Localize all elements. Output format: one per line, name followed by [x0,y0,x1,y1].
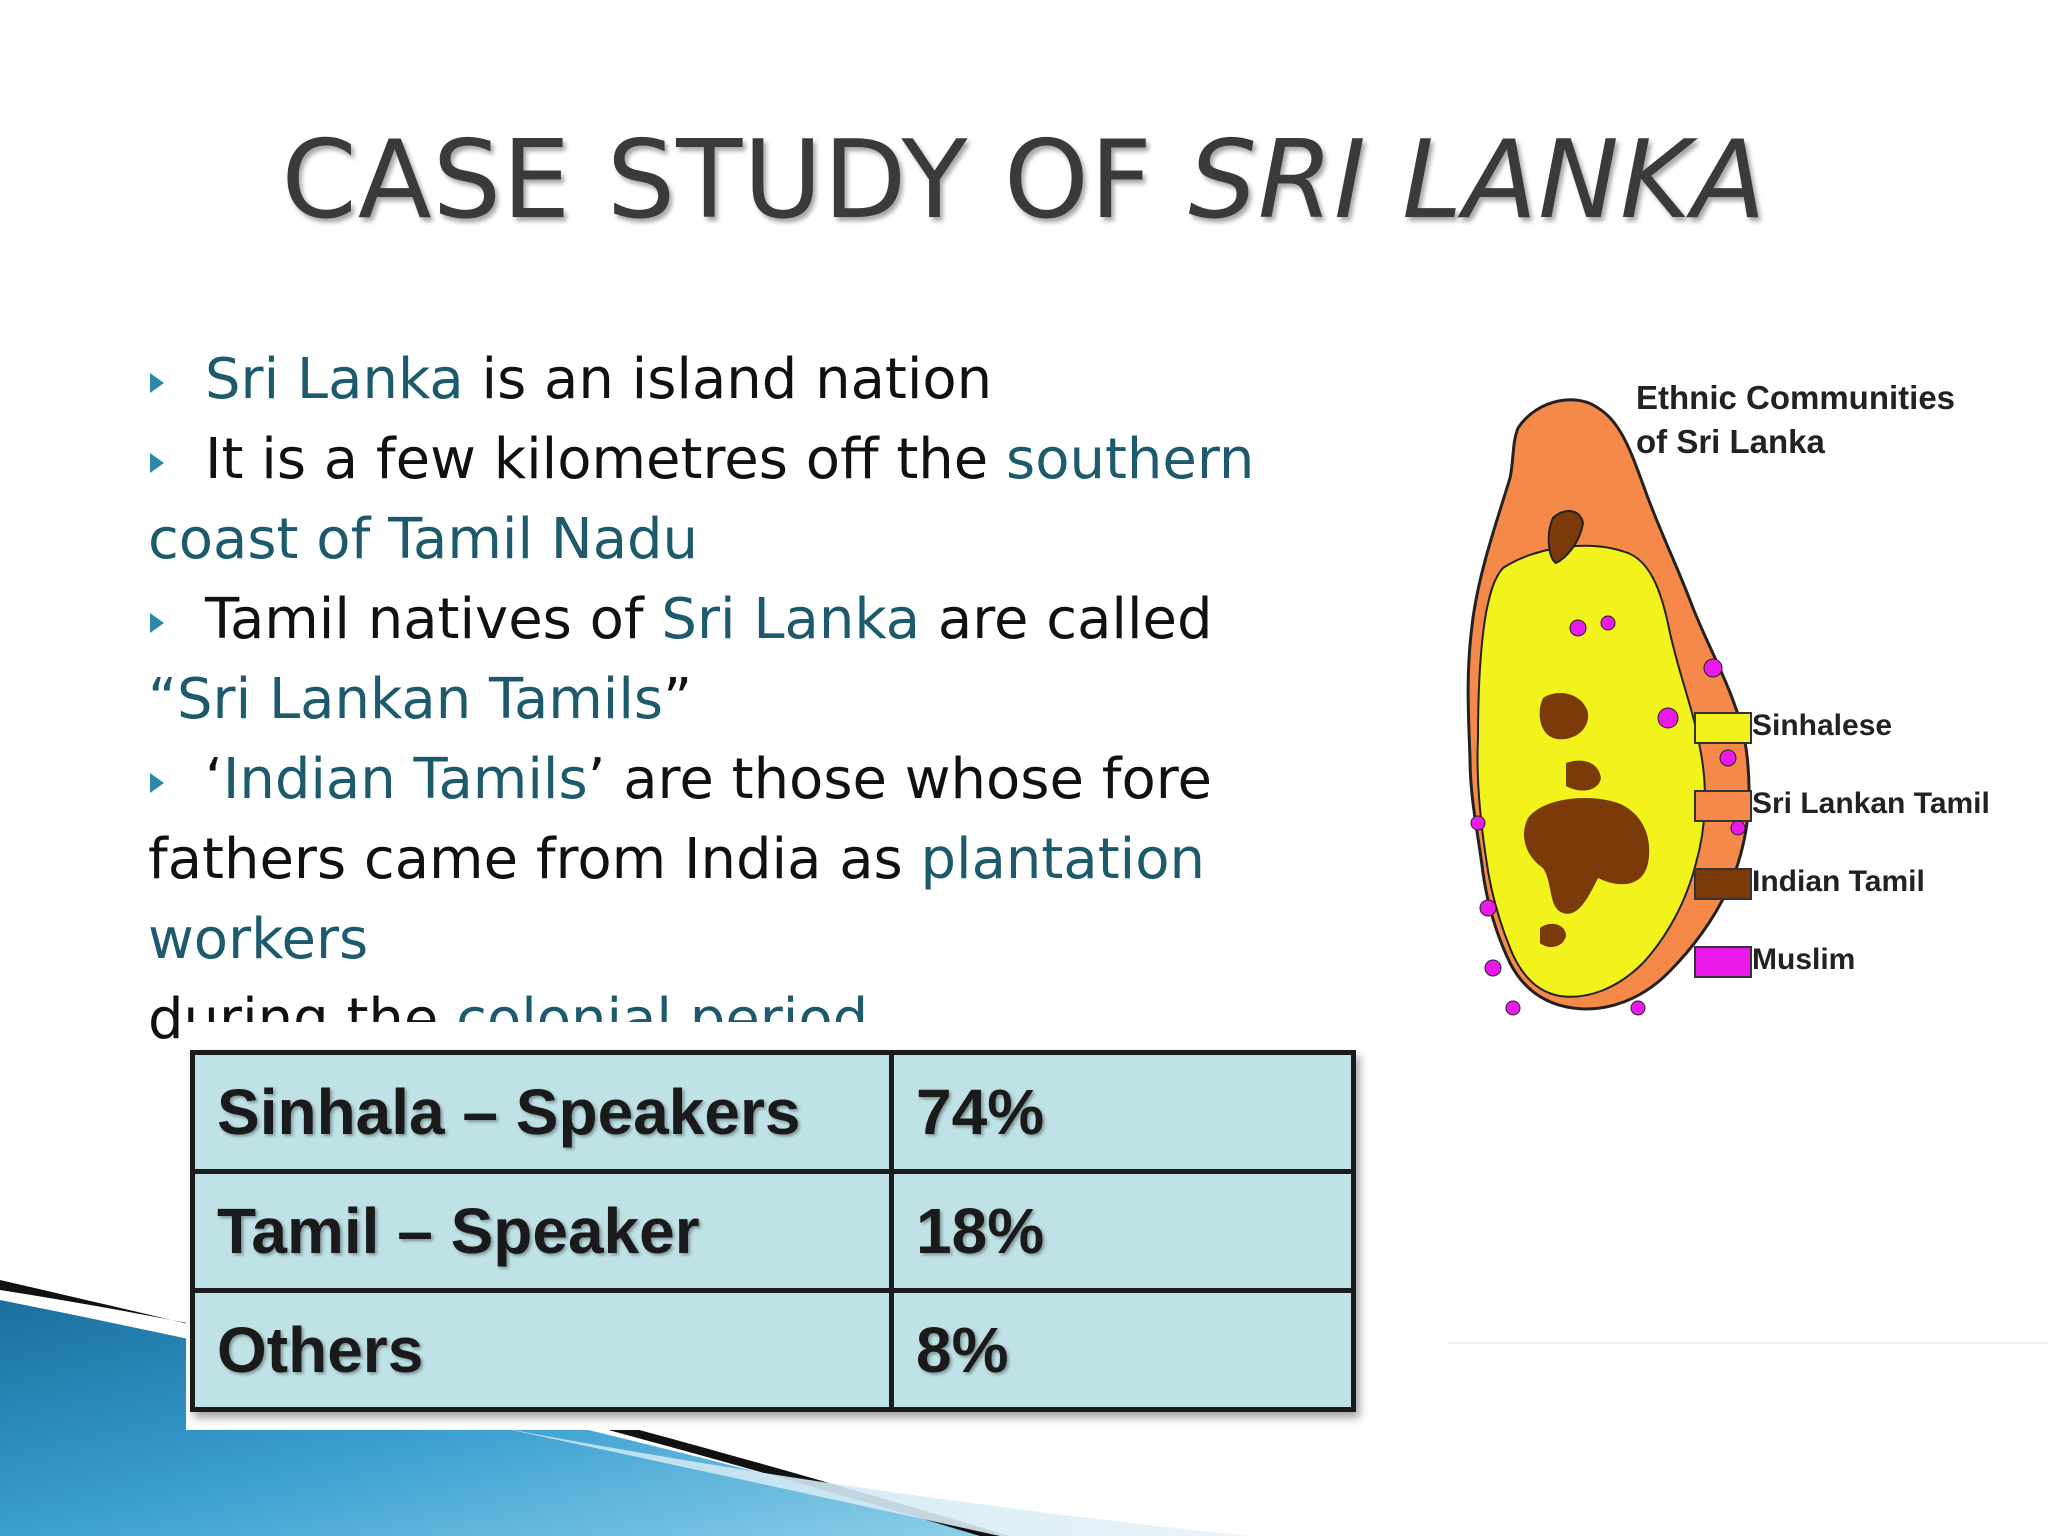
language-table-panel: Sinhala – Speakers 74% Tamil – Speaker 18% O… [186,1022,1374,1430]
body-text: is an island nation [463,347,993,412]
map-region-indian-tamil-5 [1540,923,1566,948]
language-group-cell: Sinhala – Speakers [190,1050,894,1174]
map-divider [1448,1342,2048,1344]
bullet-continuation-line: coast of Tamil Nadu [148,500,1438,580]
language-group-cell: Tamil – Speaker [190,1169,894,1293]
highlighted-text: southern [1006,427,1255,492]
highlighted-text: “Sri Lankan Tamils [148,667,664,732]
body-text: fathers came from India as [148,827,921,892]
map-title-line1: Ethnic Communities [1636,379,1956,416]
legend-swatch [1694,946,1752,978]
table-row: Others 8% [190,1288,1356,1412]
body-text: ‘ [205,747,223,812]
sri-lanka-map [1466,398,1751,1016]
slide-title: CASE STUDY OF SRI LANKA [0,118,2048,243]
map-title: Ethnic Communities of Sri Lanka [1636,376,2036,464]
bullet-line: ‘Indian Tamils’ are those whose fore [148,740,1438,820]
highlighted-text: plantation workers [148,827,1205,972]
table-row: Tamil – Speaker 18% [190,1169,1356,1293]
highlighted-text: Indian Tamils [222,747,588,812]
bullet-arrow-icon [148,771,205,795]
highlighted-text: Sri Lanka [205,347,464,412]
body-text: It is a few kilometres off the [205,427,1007,492]
map-region-indian-tamil-3 [1566,760,1601,791]
legend-swatch [1694,790,1752,822]
bullet-list: Sri Lanka is an island nation It is a few… [148,340,1438,1060]
language-group-cell: Others [190,1288,894,1412]
map-region-indian-tamil [1523,798,1650,914]
map-region-indian-tamil-4 [1547,510,1585,565]
body-text: Tamil natives of [205,587,662,652]
body-text: ’ are those whose fore [587,747,1212,812]
language-share-cell: 18% [889,1169,1356,1293]
table-row: Sinhala – Speakers 74% [190,1050,1356,1174]
bullet-continuation-line: “Sri Lankan Tamils” [148,660,1438,740]
legend-label: Sinhalese [1752,709,1893,742]
map-title-line2: of Sri Lanka [1636,423,1825,460]
body-text: ” [663,667,693,732]
map-region-muslim [1470,615,1746,1016]
bullet-arrow-icon [148,371,205,395]
highlighted-text: coast of Tamil Nadu [148,507,699,572]
language-table: Sinhala – Speakers 74% Tamil – Speaker 18% O… [190,1050,1356,1412]
bullet-arrow-icon [148,451,205,475]
legend-swatch [1694,868,1752,900]
bullet-line: Tamil natives of Sri Lanka are called [148,580,1438,660]
ethnic-map-panel: Ethnic Communities of Sri Lanka Sinhales… [1448,368,2048,1348]
bullet-line: Sri Lanka is an island nation [148,340,1438,420]
language-share-cell: 74% [889,1050,1356,1174]
title-italic: SRI LANKA [1188,118,1767,243]
bullet-arrow-icon [148,611,205,635]
legend-swatch [1694,712,1752,744]
body-text: are called [920,587,1213,652]
language-share-cell: 8% [889,1288,1356,1412]
highlighted-text: Sri Lanka [661,587,921,652]
title-plain: CASE STUDY OF [281,118,1153,243]
bullet-continuation-line: fathers came from India as plantation wo… [148,820,1438,980]
legend-label: Sri Lankan Tamil [1752,787,1990,820]
map-region-indian-tamil-2 [1539,693,1589,740]
bullet-line: It is a few kilometres off the southern [148,420,1438,500]
legend-label: Indian Tamil [1752,865,1925,898]
legend-label: Muslim [1752,943,1856,976]
